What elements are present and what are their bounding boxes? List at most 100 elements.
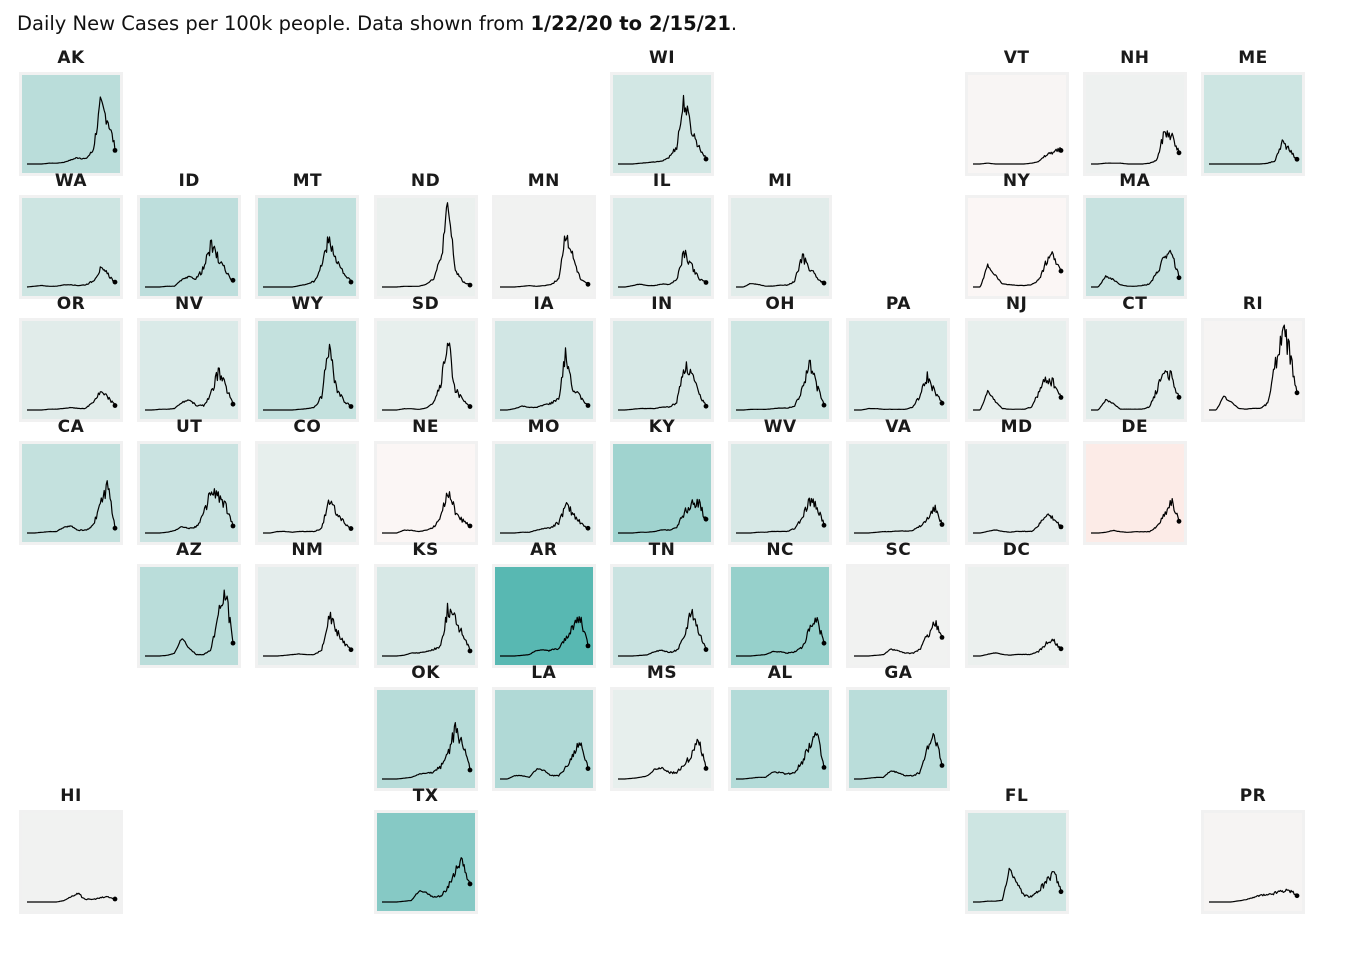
state-tile-ut: UT bbox=[135, 415, 243, 545]
sparkline-panel bbox=[373, 687, 478, 791]
tile-background bbox=[610, 687, 714, 791]
state-label: MT bbox=[292, 171, 323, 191]
state-tile-ny: NY bbox=[963, 169, 1071, 299]
sparkline-panel bbox=[19, 72, 123, 176]
series-line-nm bbox=[263, 611, 352, 657]
latest-value-point bbox=[821, 280, 827, 286]
latest-value-point bbox=[1058, 148, 1063, 153]
sparkline-panel bbox=[19, 810, 123, 914]
state-label: KY bbox=[648, 417, 676, 437]
tile-background bbox=[846, 687, 951, 791]
state-label: PA bbox=[885, 294, 911, 314]
sparkline-panel bbox=[610, 195, 714, 299]
latest-value-point bbox=[703, 647, 709, 652]
sparkline-panel bbox=[491, 564, 596, 668]
tile-background bbox=[255, 318, 360, 422]
tile-background bbox=[1082, 195, 1187, 299]
tile-background bbox=[255, 441, 360, 545]
tile-background bbox=[964, 564, 1069, 668]
state-label: MI bbox=[768, 171, 793, 191]
sparkline-panel bbox=[373, 195, 478, 299]
latest-value-point bbox=[230, 277, 236, 283]
sparkline-panel bbox=[373, 441, 478, 545]
series-line-wi bbox=[618, 94, 707, 165]
sparkline-panel bbox=[610, 441, 714, 545]
latest-value-point bbox=[1058, 646, 1063, 652]
latest-value-point bbox=[939, 763, 945, 768]
state-label: IL bbox=[652, 171, 672, 191]
sparkline-panel bbox=[491, 318, 596, 422]
state-tile-ri: RI bbox=[1199, 292, 1307, 422]
state-label: AZ bbox=[175, 540, 203, 560]
series-line-md bbox=[972, 513, 1062, 534]
series-line-va bbox=[854, 504, 943, 534]
tile-background bbox=[610, 195, 714, 299]
state-label: NY bbox=[1002, 171, 1031, 191]
series-line-co bbox=[263, 499, 352, 534]
sparkline-panel bbox=[137, 318, 242, 422]
state-label: CT bbox=[1122, 294, 1148, 314]
state-label: MS bbox=[646, 663, 678, 683]
latest-value-point bbox=[703, 280, 709, 285]
series-line-ok bbox=[381, 721, 471, 780]
tile-background bbox=[610, 564, 714, 668]
state-tile-id: ID bbox=[135, 169, 243, 299]
series-line-vt bbox=[972, 146, 1062, 165]
state-label: FL bbox=[1004, 786, 1029, 806]
latest-value-point bbox=[821, 402, 827, 408]
state-tile-az: AZ bbox=[135, 538, 243, 668]
sparkline-panel bbox=[373, 564, 478, 668]
state-label: NJ bbox=[1005, 294, 1028, 314]
latest-value-point bbox=[821, 764, 827, 770]
tile-background bbox=[491, 687, 596, 791]
series-line-pr bbox=[1209, 888, 1298, 903]
state-label: WY bbox=[291, 294, 324, 314]
sparkline-panel bbox=[491, 441, 596, 545]
sparkline-panel bbox=[610, 564, 714, 668]
sparkline-panel bbox=[1082, 72, 1187, 176]
tile-background bbox=[373, 687, 478, 791]
latest-value-point bbox=[1294, 893, 1300, 899]
state-label: PR bbox=[1239, 786, 1267, 806]
series-line-ga bbox=[854, 732, 943, 780]
series-line-il bbox=[618, 249, 707, 288]
state-tile-ak: AK bbox=[17, 46, 125, 176]
tile-background bbox=[846, 564, 951, 668]
series-line-sd bbox=[381, 342, 471, 411]
state-label: LA bbox=[531, 663, 557, 683]
state-tile-oh: OH bbox=[726, 292, 834, 422]
latest-value-point bbox=[939, 400, 945, 406]
tile-background bbox=[373, 318, 478, 422]
tile-background bbox=[964, 72, 1069, 176]
state-tile-de: DE bbox=[1081, 415, 1189, 545]
sparkline-panel bbox=[255, 318, 360, 422]
series-line-sc bbox=[854, 620, 943, 657]
state-tile-nh: NH bbox=[1081, 46, 1189, 176]
state-label: CO bbox=[293, 417, 322, 437]
latest-value-point bbox=[348, 526, 354, 531]
sparkline-panel bbox=[964, 441, 1069, 545]
series-line-pa bbox=[854, 371, 943, 411]
series-line-in bbox=[618, 361, 707, 411]
state-label: TX bbox=[412, 786, 439, 806]
state-tile-mi: MI bbox=[726, 169, 834, 299]
state-tile-mo: MO bbox=[490, 415, 598, 545]
series-line-ny bbox=[972, 251, 1062, 288]
tile-background bbox=[491, 441, 596, 545]
tile-background bbox=[19, 441, 123, 545]
state-label: NH bbox=[1120, 48, 1150, 68]
state-label: SD bbox=[411, 294, 440, 314]
tile-background bbox=[610, 72, 714, 176]
tile-background bbox=[373, 810, 478, 914]
tile-background bbox=[728, 195, 833, 299]
state-label: AR bbox=[530, 540, 558, 560]
state-label: HI bbox=[60, 786, 82, 806]
tile-background bbox=[19, 810, 123, 914]
series-line-ks bbox=[381, 602, 471, 657]
latest-value-point bbox=[467, 648, 472, 654]
series-line-tn bbox=[618, 608, 707, 657]
latest-value-point bbox=[348, 647, 354, 653]
latest-value-point bbox=[1058, 395, 1063, 400]
latest-value-point bbox=[112, 896, 118, 902]
state-tile-ar: AR bbox=[490, 538, 598, 668]
